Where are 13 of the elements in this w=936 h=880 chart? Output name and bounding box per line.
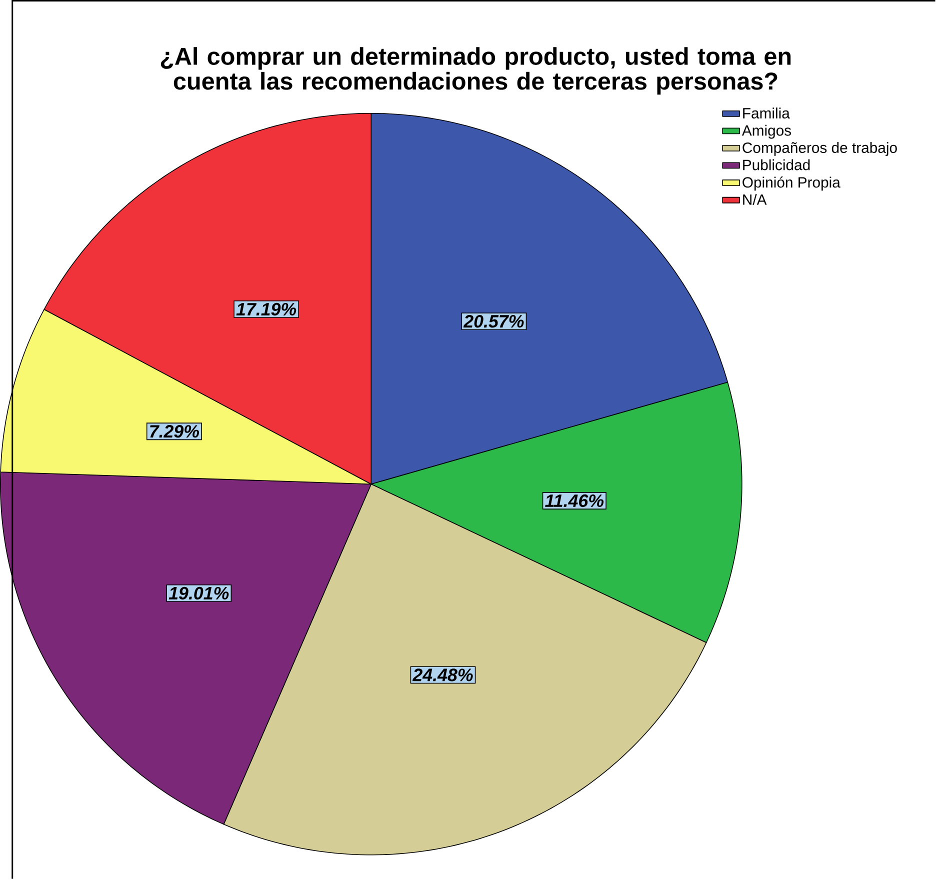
data-label: 19.01% (168, 587, 229, 600)
legend-label: N/A (743, 194, 767, 206)
legend-label: Opinión Propia (742, 176, 840, 191)
chart-title: ¿Al comprar un determinado producto, usted toma en cuenta las recomendaciones de terceras personas? (160, 47, 791, 95)
data-label: 24.48% (412, 668, 473, 682)
data-label: 17.19% (236, 303, 296, 316)
data-label: 11.46% (545, 494, 604, 508)
legend-label: Familia (743, 108, 790, 119)
data-label: 7.29% (150, 425, 200, 438)
legend-label: Compañeros de trabajo (742, 142, 897, 156)
legend-label: Amigos (742, 125, 792, 139)
data-label: 20.57% (463, 315, 524, 328)
legend-label: Publicidad (743, 160, 810, 170)
